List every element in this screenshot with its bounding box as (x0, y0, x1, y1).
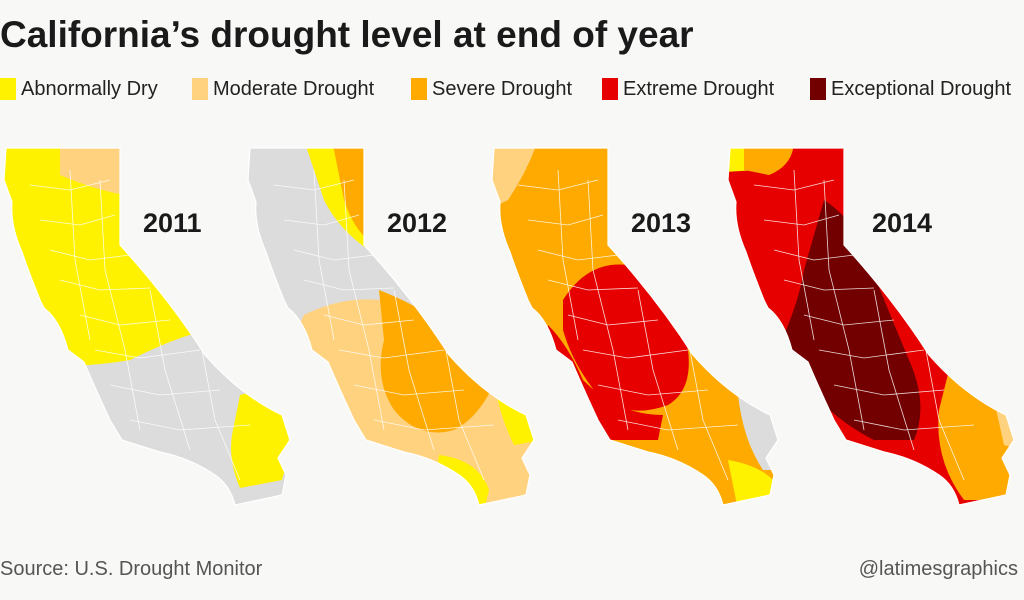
legend-swatch-moderate-drought (192, 78, 208, 100)
legend-label: Severe Drought (432, 78, 573, 100)
legend-label: Abnormally Dry (21, 78, 158, 100)
zone-severe-drought-north (332, 148, 369, 240)
year-label: 2013 (631, 208, 692, 238)
county-lines (517, 169, 739, 481)
map-2013-graphic (491, 147, 779, 506)
legend-swatch-severe-drought (411, 78, 427, 100)
legend: Abnormally Dry Moderate Drought Severe D… (0, 76, 1024, 104)
year-label: 2011 (143, 208, 202, 238)
map-2014: 2014 (724, 140, 1024, 510)
zone-abnormally-dry-southeast (231, 393, 290, 488)
map-2011: 2011 (0, 140, 300, 510)
year-label: 2014 (872, 208, 933, 238)
legend-label: Extreme Drought (623, 78, 775, 100)
map-2014-graphic (727, 147, 1015, 506)
maps-row: 2011 2012 (0, 140, 1024, 510)
legend-swatch-abnormally-dry (0, 78, 16, 100)
map-2011-graphic (3, 147, 291, 506)
zone-severe-drought-north (744, 148, 794, 175)
county-lines (753, 169, 975, 481)
zone-moderate-drought-northwest (492, 148, 538, 210)
map-2013: 2013 (488, 140, 788, 510)
legend-label: Exceptional Drought (831, 78, 1012, 100)
credit-note: @latimesgraphics (858, 558, 1018, 580)
map-2012: 2012 (244, 140, 544, 510)
zone-moderate-drought (60, 148, 125, 195)
page-title: California’s drought level at end of yea… (0, 14, 694, 55)
legend-label: Moderate Drought (213, 78, 375, 100)
legend-swatch-extreme-drought (602, 78, 618, 100)
map-2012-graphic (247, 147, 535, 506)
legend-swatch-exceptional-drought (810, 78, 826, 100)
county-lines (29, 169, 251, 481)
zone-extreme-drought-central (563, 264, 689, 411)
year-label: 2012 (387, 208, 448, 238)
source-note: Source: U.S. Drought Monitor (0, 558, 263, 580)
zone-exceptional-drought (784, 200, 921, 440)
zone-severe-drought-central (379, 290, 499, 433)
county-lines (273, 169, 495, 481)
